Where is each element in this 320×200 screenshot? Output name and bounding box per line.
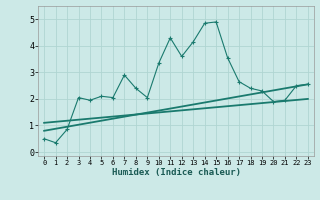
X-axis label: Humidex (Indice chaleur): Humidex (Indice chaleur) — [111, 168, 241, 177]
